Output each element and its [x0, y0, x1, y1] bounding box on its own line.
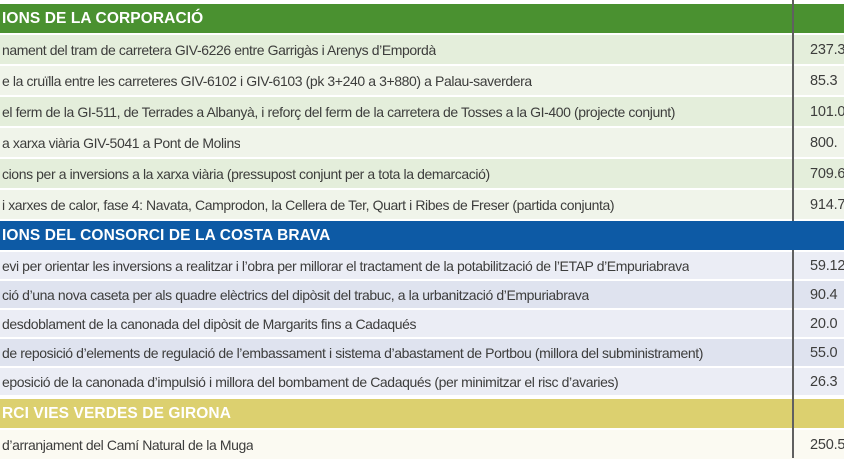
row-description: cions per a inversions a la xarxa viària…	[2, 165, 490, 182]
row-amount: 709.6	[810, 165, 844, 182]
table-row: e la cruïlla entre les carreteres GIV-61…	[0, 66, 844, 95]
section-rows-vies-verdes: d’arranjament del Camí Natural de la Mug…	[0, 430, 844, 459]
table-row: cions per a inversions a la xarxa viària…	[0, 159, 844, 188]
row-amount: 85.3	[810, 72, 838, 89]
row-amount: 237.3	[810, 41, 844, 58]
row-description: eposició de la canonada d’impulsió i mil…	[2, 373, 619, 390]
row-amount: 90.4	[810, 286, 838, 303]
table-row: nament del tram de carretera GIV-6226 en…	[0, 35, 844, 64]
row-amount: 914.7	[810, 196, 844, 213]
row-amount: 20.0	[810, 315, 838, 332]
section-header-vies-verdes: RCI VIES VERDES DE GIRONA	[0, 399, 844, 428]
table-row: de reposició d’elements de regulació de …	[0, 339, 844, 366]
row-description: el ferm de la GI-511, de Terrades a Alba…	[2, 103, 675, 120]
row-amount: 101.0	[810, 103, 844, 120]
row-amount: 26.3	[810, 373, 838, 390]
section-rows-consorci-costa-brava: evi per orientar les inversions a realit…	[0, 252, 844, 395]
section-header-label: IONS DEL CONSORCI DE LA COSTA BRAVA	[2, 226, 331, 244]
section-header-consorci-costa-brava: IONS DEL CONSORCI DE LA COSTA BRAVA	[0, 221, 844, 250]
table-row: d’arranjament del Camí Natural de la Mug…	[0, 430, 844, 459]
row-description: evi per orientar les inversions a realit…	[2, 257, 690, 274]
row-description: a xarxa viària GIV-5041 a Pont de Molins	[2, 134, 241, 151]
table-row: eposició de la canonada d’impulsió i mil…	[0, 368, 844, 395]
section-header-label: RCI VIES VERDES DE GIRONA	[2, 404, 232, 422]
row-description: ció d’una nova caseta per als quadre elè…	[2, 286, 589, 303]
row-description: de reposició d’elements de regulació de …	[2, 344, 704, 361]
row-description: d’arranjament del Camí Natural de la Mug…	[2, 436, 254, 453]
row-description: desdoblament de la canonada del dipòsit …	[2, 315, 417, 332]
row-amount: 800.	[810, 134, 838, 151]
row-amount: 250.5	[810, 436, 844, 453]
row-description: e la cruïlla entre les carreteres GIV-61…	[2, 72, 532, 89]
row-amount: 55.0	[810, 344, 838, 361]
table-row: ció d’una nova caseta per als quadre elè…	[0, 281, 844, 308]
section-header-label: IONS DE LA CORPORACIÓ	[2, 9, 204, 27]
table-row: desdoblament de la canonada del dipòsit …	[0, 310, 844, 337]
table-row: a xarxa viària GIV-5041 a Pont de Molins…	[0, 128, 844, 157]
table-row: el ferm de la GI-511, de Terrades a Alba…	[0, 97, 844, 126]
table-row: evi per orientar les inversions a realit…	[0, 252, 844, 279]
row-description: i xarxes de calor, fase 4: Navata, Campr…	[2, 196, 615, 213]
table-row: i xarxes de calor, fase 4: Navata, Campr…	[0, 190, 844, 219]
section-rows-corporacio: nament del tram de carretera GIV-6226 en…	[0, 35, 844, 219]
row-description: nament del tram de carretera GIV-6226 en…	[2, 41, 436, 58]
section-header-corporacio: IONS DE LA CORPORACIÓ	[0, 4, 844, 33]
row-amount: 59.12	[810, 257, 844, 274]
